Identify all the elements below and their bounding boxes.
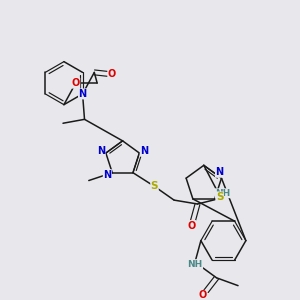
Text: O: O xyxy=(199,290,207,300)
Text: NH: NH xyxy=(188,260,202,268)
Text: O: O xyxy=(71,78,80,88)
Text: NH: NH xyxy=(215,189,231,198)
Text: O: O xyxy=(188,220,196,230)
Text: O: O xyxy=(108,69,116,79)
Text: S: S xyxy=(216,192,224,202)
Text: N: N xyxy=(215,167,223,177)
Text: N: N xyxy=(140,146,148,156)
Text: N: N xyxy=(79,89,87,99)
Text: N: N xyxy=(97,146,105,156)
Text: S: S xyxy=(151,182,158,191)
Text: N: N xyxy=(103,170,111,180)
